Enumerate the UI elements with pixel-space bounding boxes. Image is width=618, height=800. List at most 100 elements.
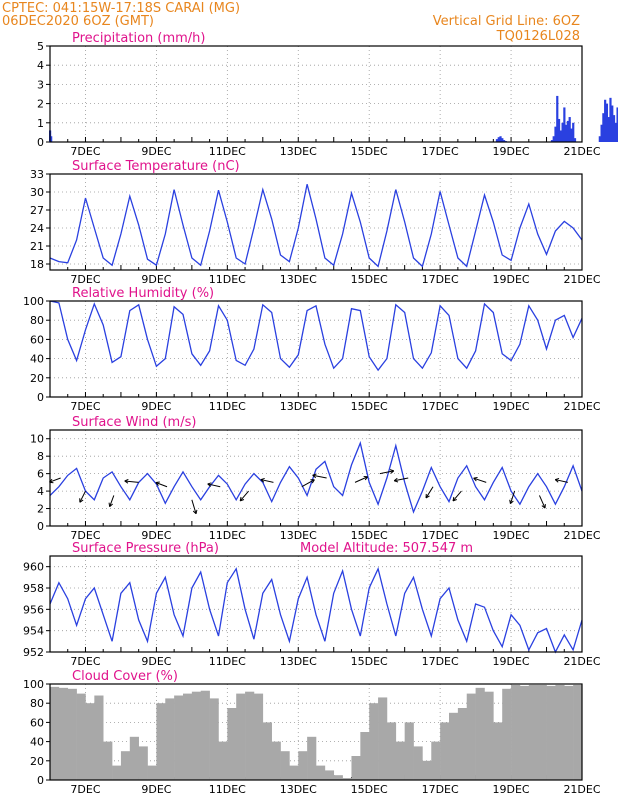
x-tick-label-humidity: 19DEC [493, 400, 530, 413]
x-tick-label-cloud: 15DEC [351, 783, 388, 796]
precip-bar [565, 124, 568, 142]
y-tick-label-wind: 4 [37, 485, 44, 498]
precip-bar [600, 124, 603, 142]
cloud-bar [440, 722, 450, 780]
x-tick-label-pressure: 11DEC [209, 655, 246, 668]
panel-title-temp: Surface Temperature (nC) [72, 159, 240, 174]
precip-bar [568, 117, 571, 142]
cloud-bar [298, 751, 308, 780]
panel-frame-wind [49, 429, 583, 527]
wind-vector [394, 477, 409, 482]
precip-bar [602, 113, 605, 142]
panel-humidity: Relative Humidity (%) 0 20 40 60 80 100 7DEC 9DE… [23, 286, 601, 413]
precip-bar [559, 130, 562, 142]
series-line-pressure [49, 566, 583, 654]
x-tick-label-humidity: 21DEC [563, 400, 600, 413]
cloud-bar [333, 775, 343, 780]
wind-vector [155, 482, 168, 488]
cloud-bar [50, 686, 60, 780]
panel-title-wind: Surface Wind (m/s) [72, 415, 196, 430]
cloud-bar [324, 770, 335, 780]
wind-vector [49, 477, 61, 483]
precip-bar [552, 136, 555, 142]
y-tick-label-cloud: 60 [30, 716, 44, 729]
cloud-bar [174, 695, 184, 780]
y-tick-label-temp: 24 [30, 222, 44, 235]
x-tick-label-humidity: 7DEC [70, 400, 100, 413]
wind-vector-head [363, 475, 369, 481]
y-tick-label-cloud: 0 [37, 774, 44, 787]
wind-vector-head [124, 478, 129, 484]
x-tick-label-precip: 19DEC [493, 145, 530, 158]
wind-vector-head [509, 499, 514, 505]
x-tick-label-pressure: 21DEC [563, 655, 600, 668]
cloud-bar [537, 684, 547, 780]
precip-bar [497, 137, 500, 142]
wind-vector-head [155, 481, 160, 486]
station-header: CPTEC: 041:15W-17:18S CARAI (MG) [2, 1, 240, 16]
cloud-bar [253, 693, 264, 780]
y-tick-label-humidity: 60 [30, 333, 44, 346]
x-tick-label-temp: 17DEC [422, 273, 459, 286]
x-tick-label-cloud: 11DEC [209, 783, 246, 796]
panel-title-precip: Precipitation (mm/h) [72, 31, 205, 46]
panel-frame-precip [49, 45, 583, 143]
cloud-bar [236, 693, 246, 780]
wind-vector [239, 490, 249, 502]
x-tick-label-precip: 15DEC [351, 145, 388, 158]
cloud-bar [289, 765, 299, 780]
panel-frame-temp [49, 173, 583, 271]
precip-bar [502, 140, 506, 142]
wind-vector [260, 479, 274, 483]
x-tick-label-pressure: 9DEC [141, 655, 171, 668]
y-tick-label-humidity: 0 [37, 391, 44, 404]
precip-bar [605, 103, 609, 142]
x-tick-label-humidity: 11DEC [209, 400, 246, 413]
y-tick-label-wind: 6 [37, 468, 44, 481]
panel-precip: Precipitation (mm/h) 0 1 2 3 4 5 7DEC 9DEC 11DEC 1… [37, 31, 618, 158]
model-altitude: Model Altitude: 507.547 m [300, 541, 473, 556]
cloud-bar [103, 741, 113, 780]
wind-vector-head [452, 496, 457, 502]
cloud-bar [120, 751, 131, 780]
wind-vector-head [239, 496, 245, 502]
precip-bar [556, 95, 559, 142]
y-tick-label-precip: 4 [37, 59, 44, 72]
wind-vector [425, 486, 434, 499]
x-tick-label-cloud: 21DEC [563, 783, 600, 796]
wind-vector [124, 480, 139, 483]
cloud-bar [138, 746, 148, 780]
precip-bar [570, 128, 573, 142]
precip-bar [554, 126, 557, 142]
series-line-temp [49, 184, 583, 268]
cloud-bar [431, 741, 441, 780]
precip-bar [563, 107, 566, 142]
cloud-bar [519, 685, 530, 780]
cloud-bar [280, 751, 290, 780]
x-tick-label-temp: 19DEC [493, 273, 530, 286]
cloud-bar [67, 688, 77, 780]
x-tick-label-wind: 17DEC [422, 529, 459, 542]
precip-bar [598, 136, 601, 142]
y-tick-label-humidity: 100 [23, 295, 44, 308]
x-tick-label-humidity: 17DEC [422, 400, 459, 413]
x-tick-label-wind: 19DEC [493, 529, 530, 542]
cloud-bar [262, 722, 272, 780]
panel-frame-cloud [49, 683, 583, 781]
cloud-bar [245, 691, 255, 780]
x-tick-label-humidity: 13DEC [280, 400, 317, 413]
cloud-bar [511, 684, 521, 780]
cloud-bar [404, 722, 414, 780]
x-tick-label-cloud: 13DEC [280, 783, 317, 796]
y-tick-label-precip: 1 [37, 117, 44, 130]
cloud-bar [493, 722, 503, 780]
cloud-bar [413, 746, 423, 780]
wind-vector-head [192, 509, 198, 515]
x-tick-label-wind: 21DEC [563, 529, 600, 542]
cloud-bar [369, 703, 379, 780]
cloud-bar [112, 765, 122, 780]
cloud-bar [378, 697, 388, 780]
y-tick-label-cloud: 80 [30, 697, 44, 710]
series-line-humidity [49, 300, 583, 372]
cloud-bar [307, 736, 317, 780]
